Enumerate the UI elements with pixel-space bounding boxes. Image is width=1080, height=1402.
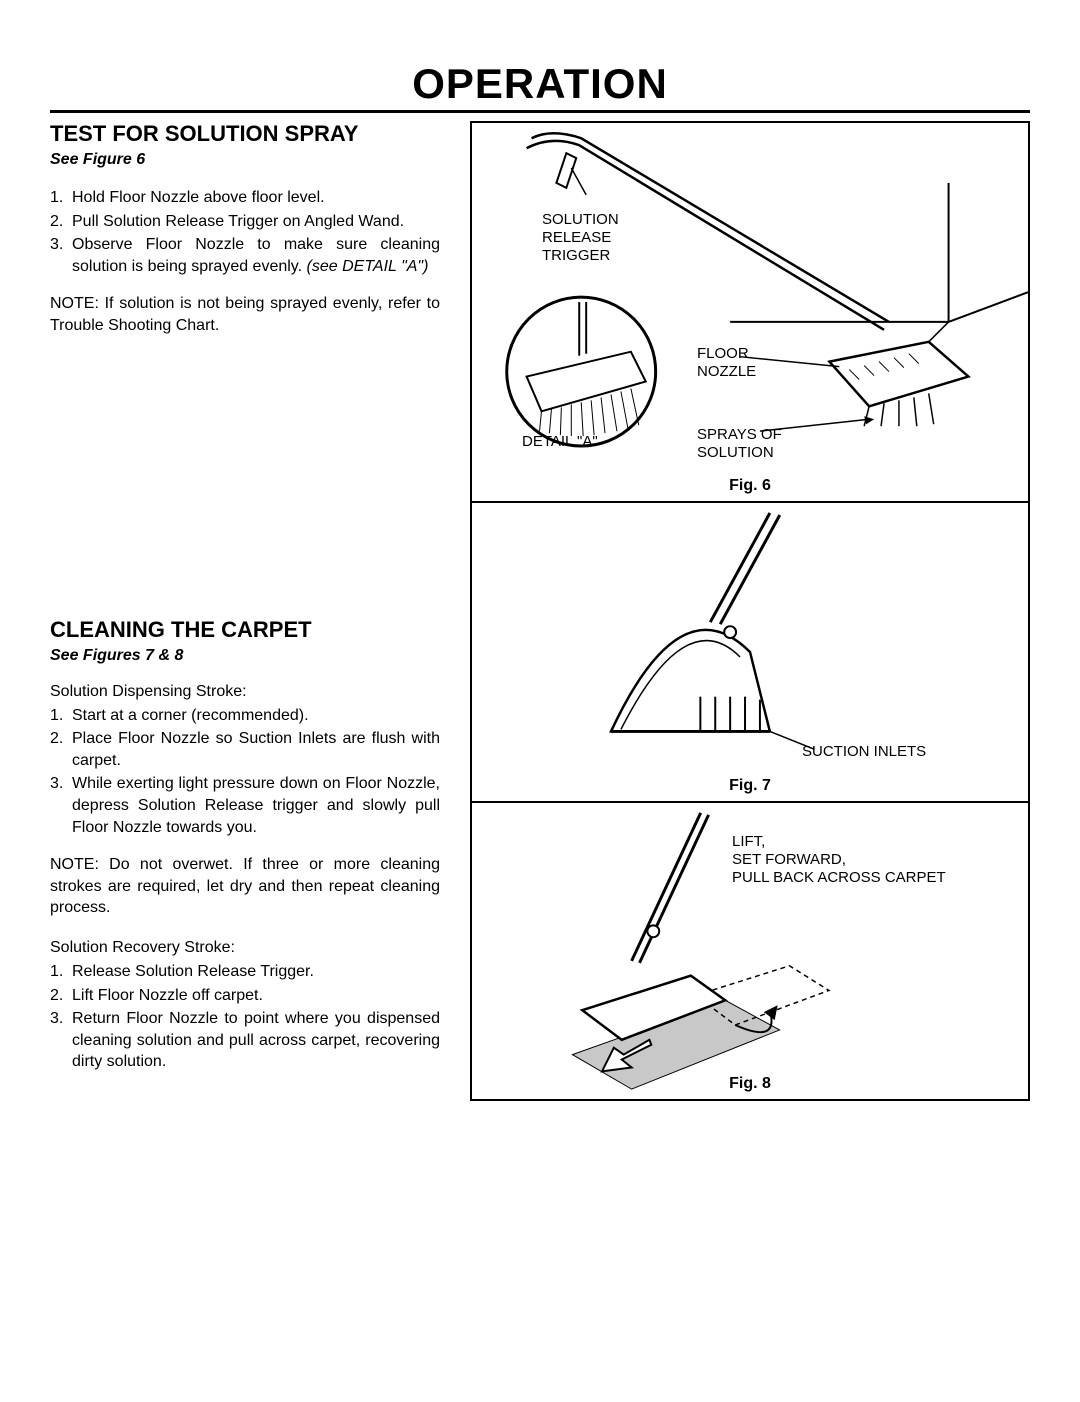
step: 3. Observe Floor Nozzle to make sure cle…: [50, 234, 440, 277]
section2-heading: CLEANING THE CARPET: [50, 617, 440, 643]
dispensing-steps: 1. Start at a corner (recommended). 2. P…: [50, 705, 440, 839]
fig8-caption: Fig. 8: [729, 1075, 771, 1093]
section1-see-figure: See Figure 6: [50, 151, 440, 169]
step-number: 3.: [50, 1008, 72, 1073]
step-detail-ref: (see DETAIL "A"): [307, 258, 429, 275]
left-column: TEST FOR SOLUTION SPRAY See Figure 6 1. …: [50, 121, 450, 1101]
fig6-label-detail-a: DETAIL "A": [522, 433, 598, 451]
figure-8-panel: LIFT, SET FORWARD, PULL BACK ACROSS CARP…: [470, 801, 1030, 1101]
step-number: 2.: [50, 211, 72, 233]
dispensing-note: NOTE: Do not overwet. If three or more c…: [50, 854, 440, 919]
figure-6-panel: SOLUTION RELEASE TRIGGER FLOOR NOZZLE DE…: [470, 121, 1030, 501]
step-number: 3.: [50, 773, 72, 838]
fig7-caption: Fig. 7: [729, 777, 771, 795]
fig6-caption: Fig. 6: [729, 477, 771, 495]
step-text: Pull Solution Release Trigger on Angled …: [72, 211, 440, 233]
fig6-label-trigger: SOLUTION RELEASE TRIGGER: [542, 211, 619, 265]
step: 1. Hold Floor Nozzle above floor level.: [50, 187, 440, 209]
step-number: 1.: [50, 961, 72, 983]
step-text: Lift Floor Nozzle off carpet.: [72, 985, 440, 1007]
step-number: 1.: [50, 187, 72, 209]
fig8-label-instructions: LIFT, SET FORWARD, PULL BACK ACROSS CARP…: [732, 833, 946, 887]
section1-heading: TEST FOR SOLUTION SPRAY: [50, 121, 440, 147]
right-column: SOLUTION RELEASE TRIGGER FLOOR NOZZLE DE…: [470, 121, 1030, 1101]
step-text: Place Floor Nozzle so Suction Inlets are…: [72, 728, 440, 771]
section1-note: NOTE: If solution is not being sprayed e…: [50, 293, 440, 336]
step-text: Start at a corner (recommended).: [72, 705, 440, 727]
spacer: [50, 357, 440, 617]
step-text: Observe Floor Nozzle to make sure cleani…: [72, 234, 440, 277]
content-area: TEST FOR SOLUTION SPRAY See Figure 6 1. …: [50, 121, 1030, 1101]
step-text: Return Floor Nozzle to point where you d…: [72, 1008, 440, 1073]
step-text: Hold Floor Nozzle above floor level.: [72, 187, 440, 209]
section2-see-figure: See Figures 7 & 8: [50, 647, 440, 665]
fig6-label-nozzle: FLOOR NOZZLE: [697, 345, 756, 381]
step: 2. Pull Solution Release Trigger on Angl…: [50, 211, 440, 233]
step: 2. Lift Floor Nozzle off carpet.: [50, 985, 440, 1007]
figure-7-panel: SUCTION INLETS Fig. 7: [470, 501, 1030, 801]
step-number: 1.: [50, 705, 72, 727]
figure-7-illustration: [472, 503, 1028, 801]
recovery-label: Solution Recovery Stroke:: [50, 939, 440, 957]
step: 2. Place Floor Nozzle so Suction Inlets …: [50, 728, 440, 771]
step-number: 3.: [50, 234, 72, 277]
step-number: 2.: [50, 985, 72, 1007]
section1-steps: 1. Hold Floor Nozzle above floor level. …: [50, 187, 440, 277]
step: 3. While exerting light pressure down on…: [50, 773, 440, 838]
recovery-steps: 1. Release Solution Release Trigger. 2. …: [50, 961, 440, 1073]
page-title: OPERATION: [50, 60, 1030, 113]
fig6-label-sprays: SPRAYS OF SOLUTION: [697, 426, 782, 462]
step: 1. Start at a corner (recommended).: [50, 705, 440, 727]
step: 3. Return Floor Nozzle to point where yo…: [50, 1008, 440, 1073]
fig7-label-suction: SUCTION INLETS: [802, 743, 926, 761]
step-text: Release Solution Release Trigger.: [72, 961, 440, 983]
step-text: While exerting light pressure down on Fl…: [72, 773, 440, 838]
dispensing-label: Solution Dispensing Stroke:: [50, 683, 440, 701]
step: 1. Release Solution Release Trigger.: [50, 961, 440, 983]
step-number: 2.: [50, 728, 72, 771]
